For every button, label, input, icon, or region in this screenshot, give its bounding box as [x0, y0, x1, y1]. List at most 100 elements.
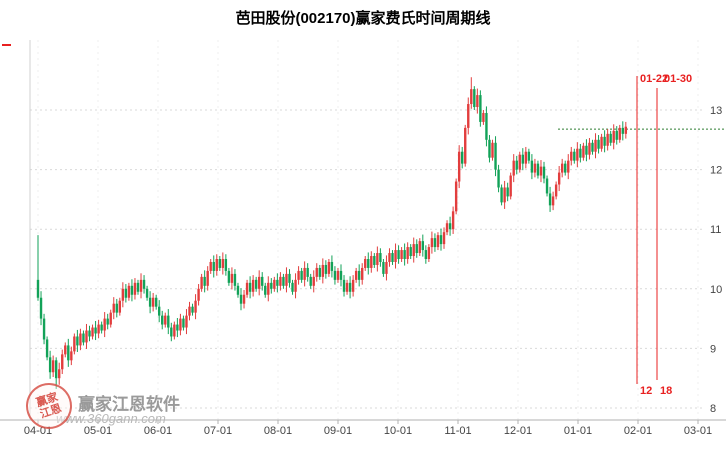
candle-body — [200, 276, 203, 289]
candle-body — [391, 253, 394, 262]
candle-body — [236, 285, 240, 295]
candle-body — [512, 160, 515, 176]
candle-body — [397, 250, 400, 259]
candle-body — [624, 126, 628, 134]
candle-body — [182, 318, 185, 328]
candle-body — [542, 166, 546, 179]
watermark-seal-text: 赢家 江恩 — [35, 391, 63, 421]
candle-body — [294, 279, 297, 292]
candle-body — [500, 187, 503, 203]
candle-body — [403, 250, 406, 259]
candle-body — [382, 261, 385, 274]
candle-body — [433, 238, 437, 248]
candle-body — [430, 238, 434, 248]
candle-body — [412, 244, 415, 257]
candle-body — [376, 253, 379, 265]
candle-body — [588, 142, 591, 155]
candle-body — [597, 139, 600, 149]
candle-body — [91, 327, 94, 337]
candle-body — [445, 223, 449, 233]
candle-body — [270, 282, 273, 289]
candle-body — [439, 235, 443, 245]
candle-body — [442, 232, 446, 245]
candle-body — [582, 145, 585, 158]
candle-body — [151, 297, 155, 307]
candle-body — [88, 330, 91, 337]
candle-body — [203, 276, 206, 286]
candle-body — [467, 104, 470, 128]
candle-body — [282, 276, 285, 286]
candle-body — [303, 267, 306, 280]
candle-body — [388, 253, 391, 262]
candle-body — [567, 160, 570, 173]
y-axis-label: 10 — [710, 284, 722, 296]
candle-body — [448, 223, 452, 230]
candle-body — [370, 256, 373, 268]
x-axis-label: 04-01 — [24, 425, 52, 437]
candle-body — [551, 196, 555, 206]
candle-body — [385, 261, 388, 274]
candle-body — [333, 270, 337, 280]
candle-body — [248, 282, 252, 292]
candle-body — [406, 247, 409, 259]
candle-body — [82, 333, 85, 343]
candle-body — [400, 250, 403, 259]
candle-body — [130, 285, 134, 295]
candle-body — [48, 357, 52, 373]
candle-body — [364, 259, 367, 268]
y-axis-label: 12 — [710, 165, 722, 177]
candle-body — [579, 148, 582, 158]
candle-body — [127, 285, 131, 298]
candle-body — [539, 166, 543, 176]
candle-body — [515, 160, 518, 170]
candle-body — [476, 95, 479, 108]
candle-body — [454, 181, 458, 212]
candle-body — [188, 306, 191, 316]
candle-body — [470, 89, 473, 105]
candle-body — [330, 261, 334, 271]
candle-body — [457, 151, 461, 182]
fib-count-label: 18 — [660, 385, 672, 397]
candle-body — [482, 112, 485, 122]
candle-body — [167, 315, 170, 328]
chart-title: 芭田股份(002170)赢家费氏时间周期线 — [235, 10, 491, 27]
candle-body — [179, 318, 182, 331]
candle-body — [367, 259, 370, 268]
candle-body — [424, 250, 428, 259]
candle-body — [245, 282, 249, 295]
watermark-url: www.360gann.com — [56, 411, 166, 426]
candle-body — [315, 267, 318, 277]
candle-body — [491, 142, 494, 158]
candle-body — [97, 324, 100, 334]
candle-body — [427, 247, 431, 259]
candle-body — [118, 300, 122, 313]
candle-body — [421, 241, 425, 251]
candle-body — [185, 315, 188, 328]
candle-body — [212, 261, 215, 271]
x-axis-label: 01-01 — [564, 425, 592, 437]
candle-body — [527, 151, 531, 161]
candle-body — [85, 330, 88, 343]
candle-body — [318, 267, 321, 277]
candle-body — [518, 154, 521, 170]
candle-body — [357, 270, 361, 280]
candle-body — [194, 300, 197, 313]
candle-body — [100, 324, 103, 331]
candle-body — [158, 306, 161, 316]
fib-date-label: 01-30 — [664, 73, 692, 85]
candle-body — [545, 178, 549, 194]
candle-body — [148, 297, 152, 307]
candle-body — [548, 193, 552, 206]
candle-body — [291, 282, 294, 292]
candle-body — [436, 235, 440, 248]
candle-body — [176, 324, 179, 331]
candle-body — [336, 270, 340, 280]
candle-body — [276, 279, 279, 286]
candle-body — [79, 333, 82, 346]
x-axis-label: 08-01 — [264, 425, 292, 437]
candle-body — [257, 276, 261, 289]
candle-body — [51, 360, 55, 373]
candle-body — [239, 294, 243, 304]
candle-body — [451, 211, 455, 230]
